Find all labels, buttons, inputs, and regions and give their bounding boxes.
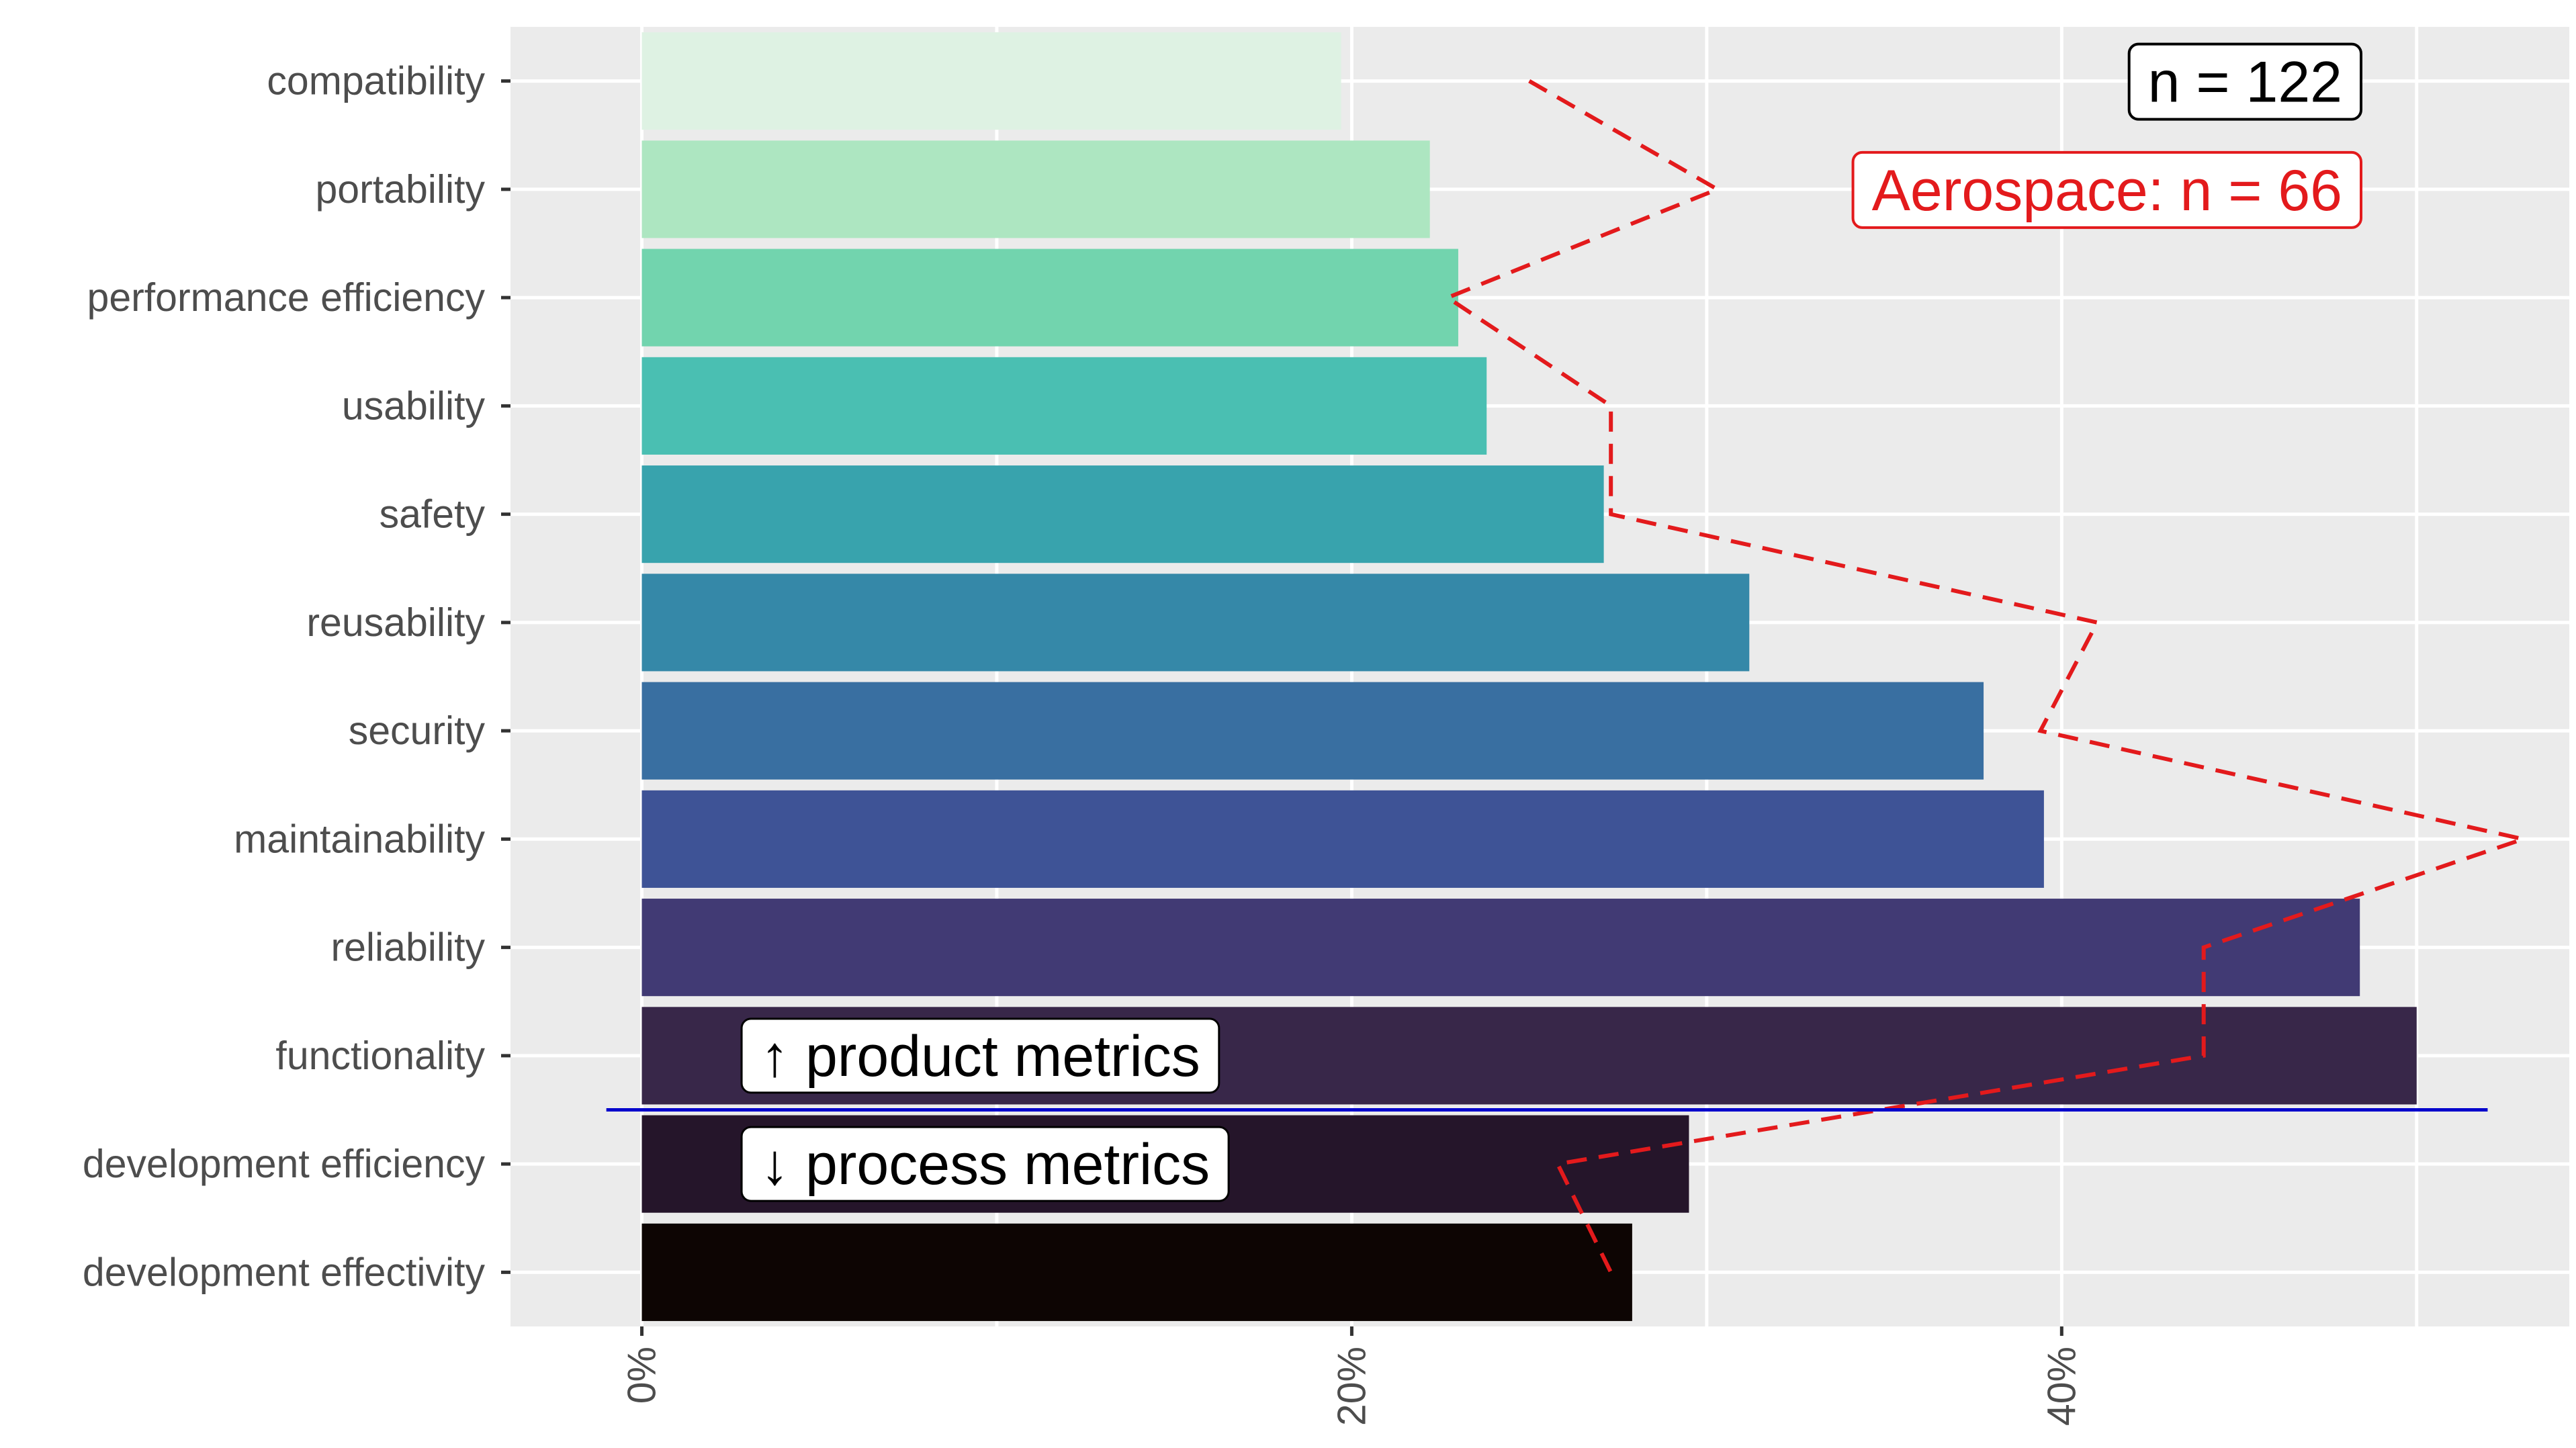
legend-box-label: n = 122 (2148, 50, 2342, 115)
annotations: ↑ product metrics ↓ process metrics (740, 1017, 1230, 1202)
y-tick-label: compatibility (267, 59, 485, 103)
legend-box-label: Aerospace: n = 66 (1872, 159, 2342, 223)
y-tick-label: performance efficiency (87, 275, 486, 320)
y-tick-label: functionality (275, 1034, 485, 1078)
y-tick-label: portability (315, 167, 485, 212)
x-tick-label: 20% (1329, 1347, 1374, 1426)
annotation-background (740, 1017, 1220, 1094)
x-tick-label: 40% (2039, 1347, 2084, 1426)
y-tick-label: security (349, 709, 486, 753)
annotation-label: ↑ product metrics (760, 1024, 1200, 1089)
bar-development-effectivity (641, 1223, 1632, 1321)
y-tick-label: reliability (330, 925, 485, 970)
bar-maintainability (641, 790, 2044, 888)
bar-reliability (641, 899, 2360, 997)
annotation-label: ↓ process metrics (760, 1132, 1210, 1197)
overlay-line-group (1443, 79, 2531, 1273)
bar-reusability (641, 574, 1750, 672)
bar-performance-efficiency (641, 248, 1458, 347)
legend-box-background (2127, 42, 2362, 121)
y-tick-label: safety (380, 492, 486, 537)
legend-boxes: n = 122 Aerospace: n = 66 (1851, 42, 2362, 229)
overlay-dashed-line (1443, 79, 2531, 1273)
legend-box-background (1851, 150, 2362, 229)
bars (641, 32, 2417, 1321)
bar-safety (641, 465, 1604, 563)
y-axis: compatibility portability performance effi… (83, 59, 510, 1294)
bar-usability (641, 357, 1487, 455)
legend-box: Aerospace: n = 66 (1851, 150, 2362, 229)
x-tick-label: 0% (620, 1347, 664, 1404)
annotation-box: ↓ process metrics (740, 1126, 1230, 1202)
annotation-box: ↑ product metrics (740, 1017, 1220, 1094)
y-tick-label: development effectivity (83, 1250, 486, 1294)
y-tick-label: development efficiency (83, 1142, 486, 1186)
y-tick-label: reusability (306, 600, 485, 645)
bar-portability (641, 140, 1430, 238)
annotation-background (740, 1126, 1230, 1202)
bar-security (641, 682, 1984, 780)
y-tick-label: maintainability (234, 817, 485, 861)
y-tick-label: usability (342, 383, 486, 428)
x-axis: 0% 20% 40% (620, 1326, 2084, 1426)
bar-compatibility (641, 32, 1341, 130)
legend-box: n = 122 (2127, 42, 2362, 121)
